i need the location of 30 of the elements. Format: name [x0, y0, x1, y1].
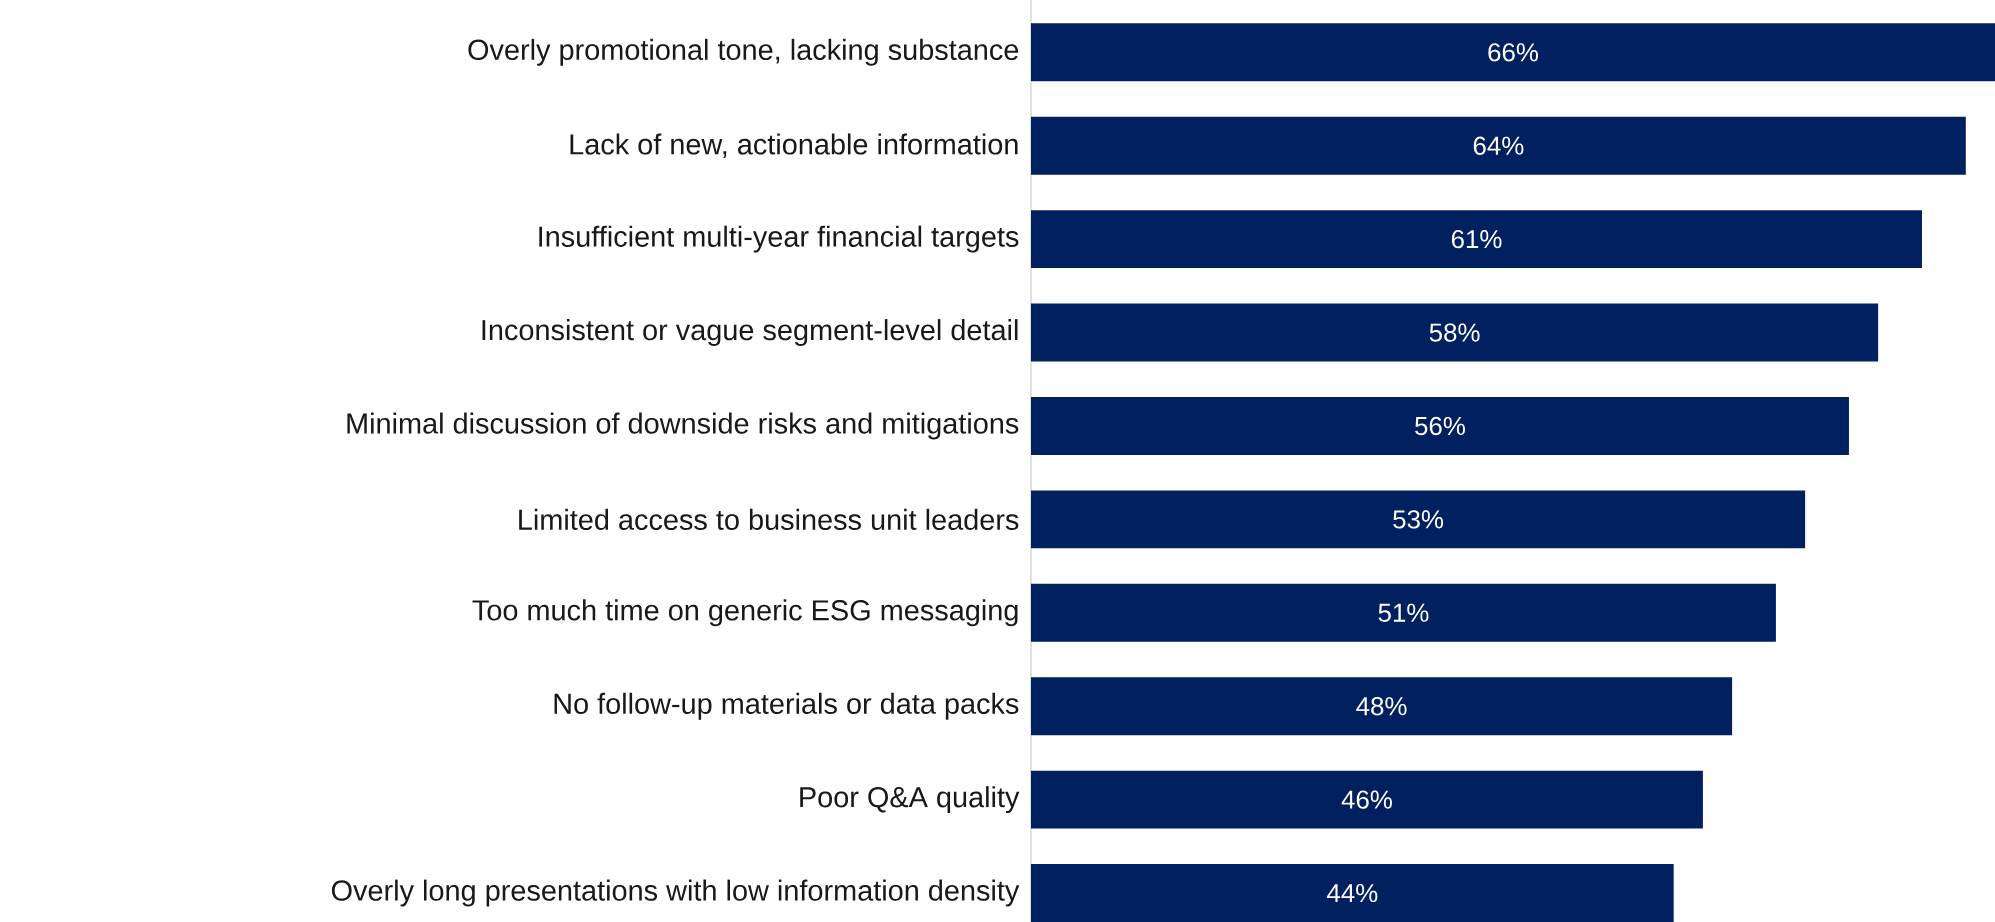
y-tick-label: Overly promotional tone, lacking substance: [468, 38, 1019, 66]
y-tick-label: Poor Q&A quality: [800, 786, 1020, 814]
y-tick-label: Too much time on generic ESG messaging: [472, 599, 1018, 627]
y-tick-label: Insufficient multi-year financial targets: [539, 225, 1019, 253]
data-label: 61%: [1451, 229, 1502, 249]
data-label: 66%: [1488, 43, 1538, 62]
data-label: 51%: [1378, 603, 1429, 622]
bar: [1031, 864, 1674, 922]
y-tick-label: Limited access to business unit leaders: [519, 508, 1019, 530]
y-tick-label: Overly long presentations with low information density: [331, 879, 1020, 907]
bar: [1031, 303, 1879, 362]
y-tick-label: Inconsistent or vague segment-level detail: [482, 319, 1018, 347]
bar: [1031, 770, 1703, 829]
data-label: 64%: [1473, 136, 1524, 155]
bar: [1031, 116, 1966, 175]
bar: [1031, 397, 1849, 455]
bar: [1031, 677, 1733, 736]
bar: [1031, 210, 1922, 269]
data-label: 44%: [1327, 883, 1378, 903]
data-label: 58%: [1429, 323, 1480, 342]
data-label: 46%: [1341, 790, 1392, 809]
bar: [1031, 583, 1776, 642]
y-tick-label: Minimal discussion of downside risks and mitigations: [347, 412, 1019, 440]
bar: [1031, 23, 1995, 82]
y-tick-label: Lack of new, actionable information: [570, 133, 1018, 159]
bar: [1031, 490, 1806, 549]
y-tick-label: No follow-up materials or data packs: [554, 692, 1019, 720]
data-label: 48%: [1356, 697, 1407, 716]
data-label: 53%: [1393, 510, 1444, 529]
data-label: 56%: [1415, 416, 1465, 436]
